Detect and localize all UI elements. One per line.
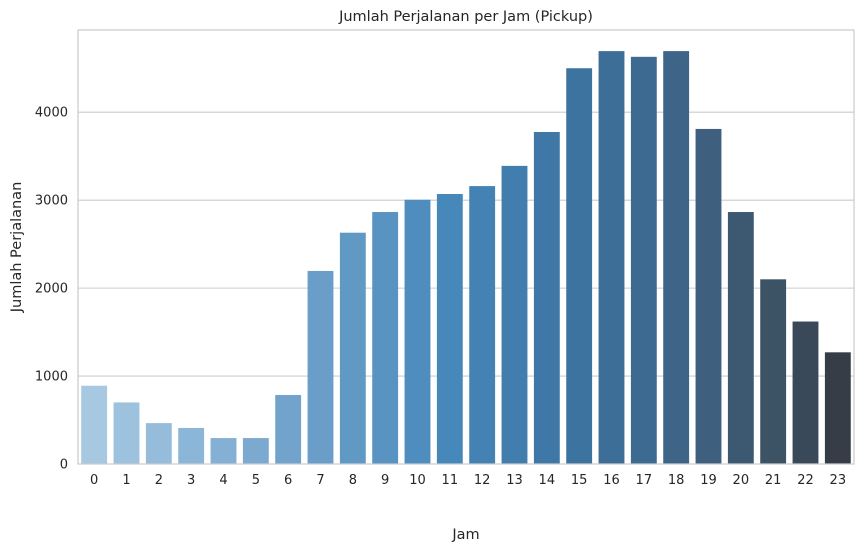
x-tick-label: 18	[668, 473, 685, 488]
bar-11	[436, 194, 463, 464]
bar-7	[307, 270, 334, 464]
y-tick-label: 4000	[35, 106, 68, 121]
x-tick-label: 7	[316, 473, 324, 488]
x-tick-label: 8	[349, 473, 357, 488]
bar-13	[501, 165, 528, 464]
y-tick-label: 1000	[35, 370, 68, 385]
x-tick-label: 10	[409, 473, 426, 488]
x-tick-label: 5	[252, 473, 260, 488]
x-tick-label: 22	[797, 473, 814, 488]
plot-area	[78, 30, 854, 464]
bar-10	[404, 199, 431, 464]
x-tick-label: 12	[474, 473, 491, 488]
x-tick-label: 21	[765, 473, 782, 488]
x-tick-label: 6	[284, 473, 292, 488]
bar-15	[566, 68, 593, 465]
bar-18	[663, 51, 690, 464]
gridlines	[78, 111, 854, 377]
x-tick-label: 9	[381, 473, 389, 488]
y-tick-label: 3000	[35, 194, 68, 209]
x-tick-labels: 0 1 2 3 4 5 6 7 8 9 10 11 12 13 14 15 16 17 18 19 20 21 22 23	[90, 473, 846, 488]
y-tick-labels: 0 1000 2000 3000 4000	[35, 106, 68, 473]
bar-20	[727, 212, 754, 464]
x-tick-label: 2	[155, 473, 163, 488]
bar-14	[533, 132, 560, 464]
x-tick-label: 3	[187, 473, 195, 488]
y-tick-label: 2000	[35, 282, 68, 297]
plot-frame	[77, 29, 855, 465]
bar-19	[695, 128, 722, 465]
bar-8	[339, 232, 366, 464]
x-tick-label: 19	[700, 473, 717, 488]
x-axis-label: Jam	[451, 527, 479, 543]
x-tick-label: 0	[90, 473, 98, 488]
bar-4	[210, 438, 237, 464]
x-tick-label: 11	[442, 473, 459, 488]
bar-12	[469, 186, 496, 464]
bar-2	[145, 423, 172, 464]
bar-5	[242, 438, 269, 464]
chart-title: Jumlah Perjalanan per Jam (Pickup)	[338, 9, 593, 25]
bar-23	[824, 352, 851, 464]
x-tick-label: 20	[733, 473, 750, 488]
x-tick-label: 14	[539, 473, 556, 488]
x-tick-label: 1	[122, 473, 130, 488]
x-tick-label: 17	[636, 473, 653, 488]
x-tick-label: 23	[830, 473, 847, 488]
bar-0	[81, 385, 108, 464]
bar-1	[113, 402, 140, 464]
x-tick-label: 15	[571, 473, 588, 488]
x-tick-label: 13	[506, 473, 523, 488]
bar-22	[792, 321, 819, 464]
bars	[81, 51, 851, 465]
y-tick-label: 0	[60, 458, 68, 473]
x-tick-label: 4	[219, 473, 227, 488]
bar-21	[760, 279, 787, 464]
x-tick-label: 16	[603, 473, 620, 488]
bar-9	[372, 212, 399, 464]
bar-6	[275, 394, 302, 464]
y-axis-label: Jumlah Perjalanan	[9, 182, 25, 314]
bar-16	[598, 51, 625, 464]
bar-3	[178, 427, 205, 464]
bar-17	[630, 56, 657, 465]
